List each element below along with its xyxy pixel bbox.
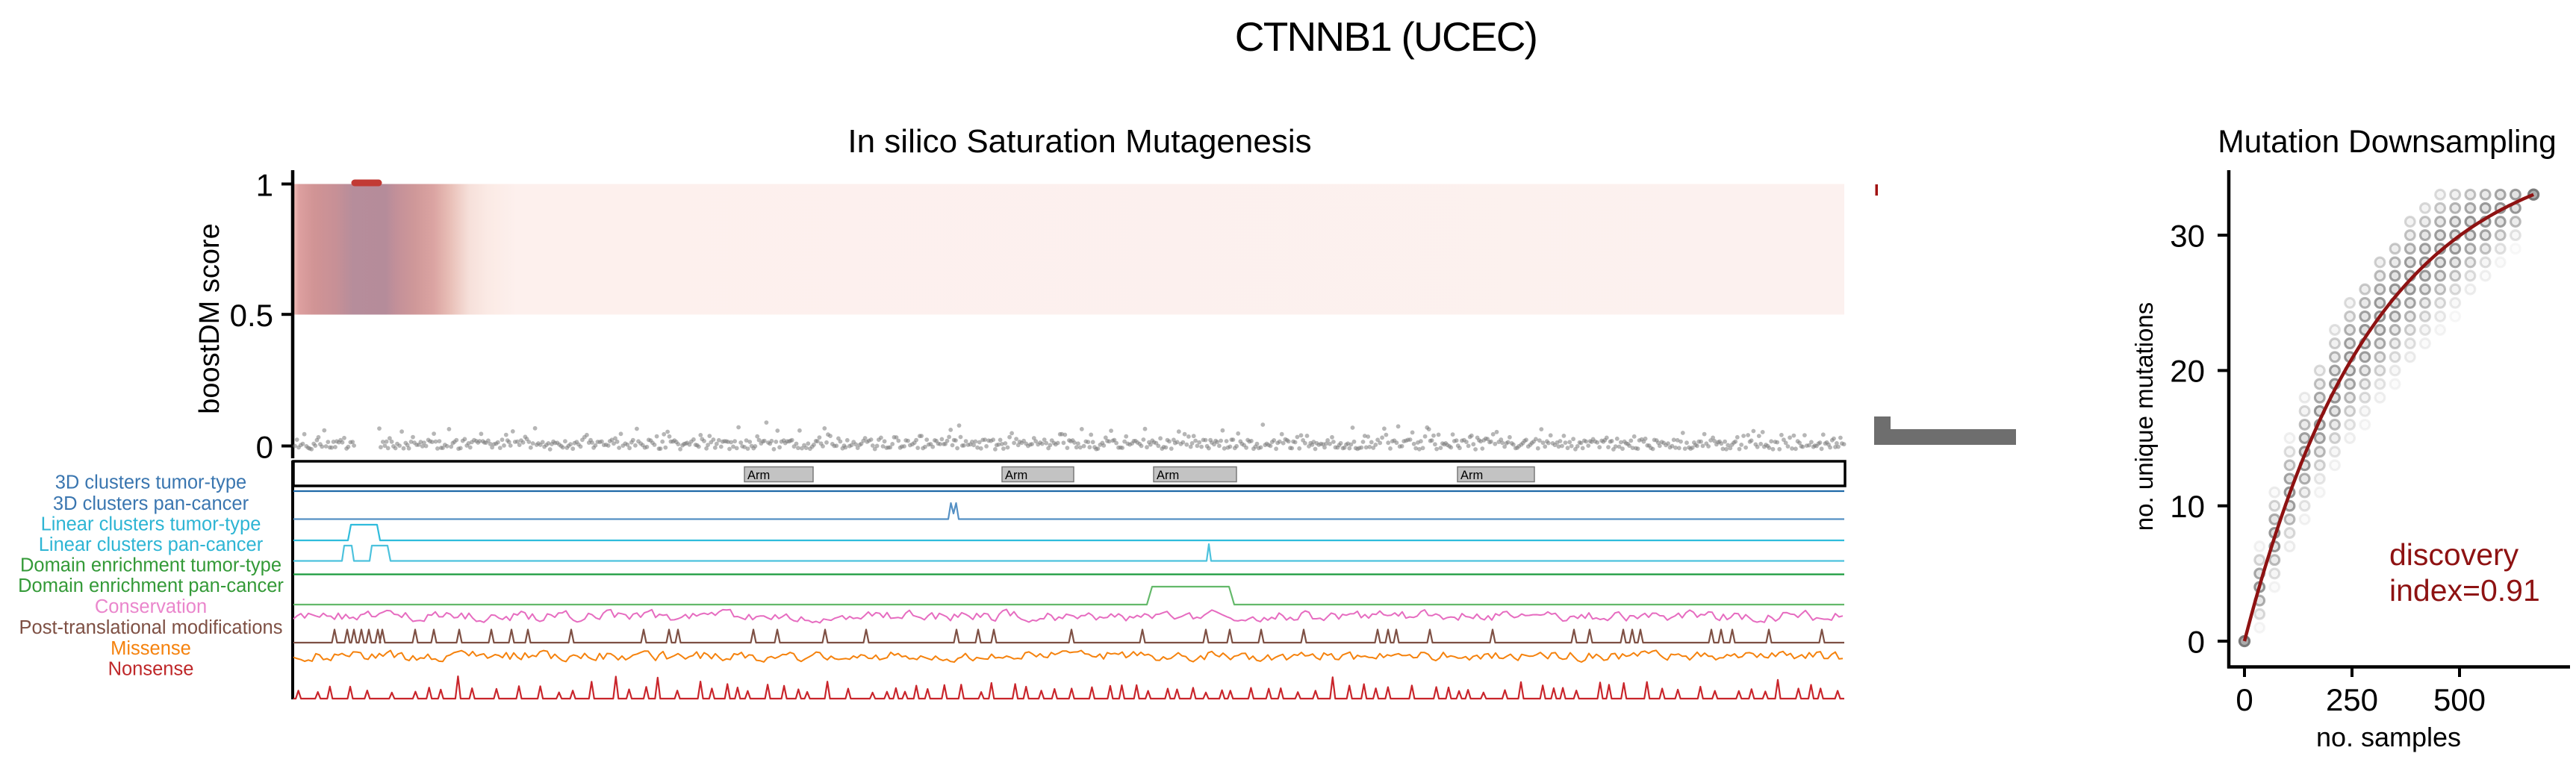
svg-text:CTNNB1 (UCEC): CTNNB1 (UCEC) [1235,13,1537,60]
svg-text:Mutation Downsampling: Mutation Downsampling [2218,125,2557,160]
svg-text:Conservation: Conservation [95,596,207,617]
svg-text:500: 500 [2433,682,2486,717]
svg-text:discovery: discovery [2389,537,2519,572]
svg-text:Post-translational modificatio: Post-translational modifications [19,617,283,638]
svg-text:250: 250 [2326,682,2378,717]
svg-text:no. samples: no. samples [2316,722,2461,752]
svg-text:Linear clusters tumor-type: Linear clusters tumor-type [41,514,261,535]
svg-text:no. unique mutations: no. unique mutations [2130,302,2158,531]
svg-text:0.5: 0.5 [230,298,273,333]
svg-text:Arm: Arm [1460,469,1483,482]
svg-text:Domain enrichment tumor-type: Domain enrichment tumor-type [20,555,281,576]
svg-text:30: 30 [2170,218,2205,253]
svg-text:Linear clusters pan-cancer: Linear clusters pan-cancer [39,534,264,555]
svg-text:Domain enrichment pan-cancer: Domain enrichment pan-cancer [18,575,284,596]
svg-text:Nonsense: Nonsense [108,659,194,680]
svg-text:0: 0 [2188,624,2205,659]
svg-text:10: 10 [2170,489,2205,524]
svg-text:3D clusters pan-cancer: 3D clusters pan-cancer [53,493,249,514]
svg-text:Arm: Arm [1157,469,1179,482]
svg-text:In silico Saturation Mutagenes: In silico Saturation Mutagenesis [847,123,1311,160]
svg-text:index=0.91: index=0.91 [2389,573,2540,608]
svg-text:0: 0 [256,430,273,465]
svg-text:boostDM score: boostDM score [194,223,225,414]
svg-text:Arm: Arm [747,469,770,482]
svg-text:3D clusters tumor-type: 3D clusters tumor-type [55,472,247,493]
svg-text:0: 0 [2236,682,2253,717]
svg-text:1: 1 [256,168,273,203]
svg-text:20: 20 [2170,354,2205,389]
svg-text:Arm: Arm [1005,469,1027,482]
svg-text:Missense: Missense [111,638,191,659]
